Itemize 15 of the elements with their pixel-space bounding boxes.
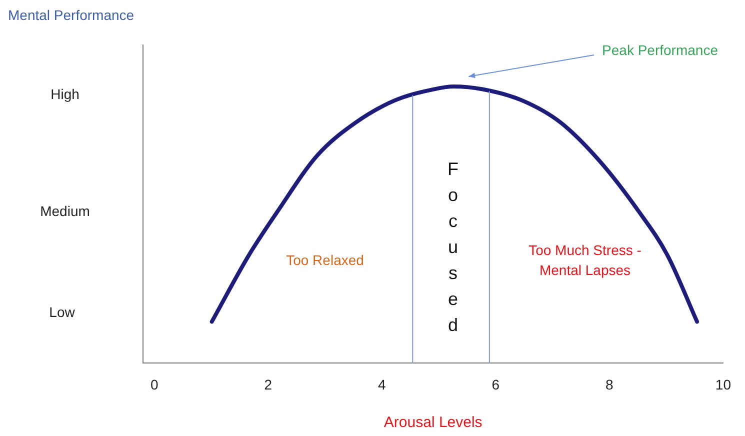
text: High: [50, 86, 80, 102]
text: Low: [49, 304, 76, 320]
text: Medium: [40, 202, 90, 219]
x-tick-label: 2: [264, 376, 272, 392]
text: Peak Performance: [602, 42, 718, 58]
x-tick-label: 4: [378, 376, 386, 392]
x-tick-label: 8: [606, 376, 614, 392]
annotation: Too Relaxed: [286, 252, 364, 268]
annotation: Focused: [448, 158, 458, 335]
x-tick-label: 10: [715, 376, 732, 392]
y-axis-title: Mental Performance: [8, 6, 134, 23]
annotation: Too Much Stress - Mental Lapses: [528, 242, 642, 278]
x-tick-label: 6: [492, 376, 500, 392]
x-tick-label: 0: [150, 376, 158, 392]
x-axis-title: Arousal Levels: [384, 414, 482, 432]
